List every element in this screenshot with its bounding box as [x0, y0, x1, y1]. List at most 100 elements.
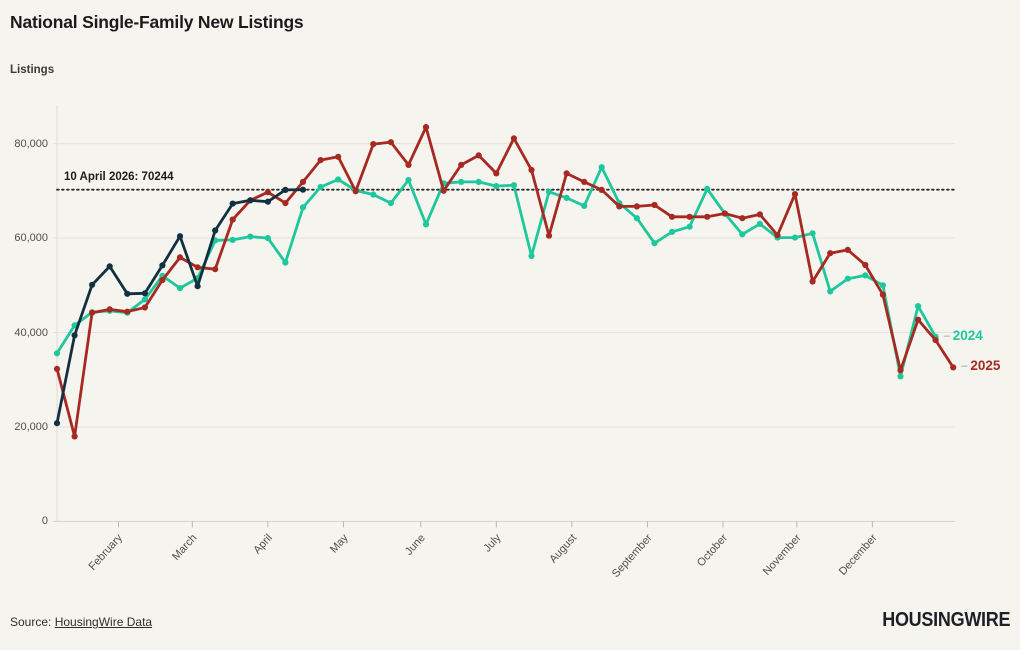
data-point [352, 188, 359, 195]
data-point [264, 189, 271, 196]
data-point [71, 332, 78, 339]
y-tick-label: 40,000 [14, 326, 48, 339]
data-point [247, 197, 254, 204]
data-point [299, 204, 307, 211]
data-point [387, 139, 394, 146]
data-point [827, 250, 834, 257]
data-point [704, 185, 711, 192]
data-point [440, 187, 447, 194]
data-point [862, 272, 869, 279]
series-2024 [53, 164, 939, 380]
data-point [458, 178, 465, 185]
data-point [545, 188, 553, 195]
data-point [686, 213, 693, 220]
data-point [827, 288, 834, 295]
data-point [528, 166, 535, 174]
source-link[interactable]: HousingWire Data [54, 615, 153, 629]
data-point [686, 223, 693, 230]
data-point [563, 170, 570, 177]
data-point [335, 176, 342, 183]
data-point [563, 194, 570, 201]
data-point [176, 233, 184, 240]
data-point [106, 306, 113, 313]
data-point [176, 254, 184, 261]
housingwire-logo: HOUSINGWIRE [881, 609, 1010, 631]
data-point [229, 216, 236, 223]
annotation-label: 10 April 2026: 70244 [64, 171, 174, 183]
data-point [932, 337, 939, 344]
data-point [264, 235, 271, 242]
data-point [756, 220, 764, 227]
y-tick-label: 80,000 [14, 137, 48, 150]
data-point [809, 278, 816, 285]
data-point [141, 290, 148, 297]
data-point [141, 296, 148, 303]
data-point [809, 230, 816, 237]
data-point [844, 275, 851, 282]
data-point [791, 191, 799, 198]
y-tick-label: 20,000 [14, 420, 48, 433]
legend-dash: – [943, 329, 950, 342]
data-point [510, 182, 517, 189]
data-point [475, 152, 482, 159]
data-point [89, 281, 96, 288]
data-point [405, 161, 412, 168]
data-point [651, 240, 658, 247]
data-point [879, 291, 887, 298]
data-point [791, 234, 799, 241]
gridlines [53, 143, 955, 522]
data-point [141, 304, 148, 311]
page-title: National Single-Family New Listings [10, 12, 304, 32]
data-point [545, 232, 553, 239]
source-line: Source: HousingWire Data [10, 615, 152, 629]
y-tick-label: 0 [41, 515, 48, 528]
data-point [862, 261, 869, 269]
legend-label-2024: 2024 [952, 327, 983, 343]
data-point [264, 198, 271, 205]
data-point [299, 178, 307, 185]
data-point [581, 178, 588, 185]
legend-dash: – [961, 360, 968, 373]
data-point [194, 264, 201, 271]
data-point [739, 231, 746, 238]
data-point [53, 350, 61, 357]
data-point [915, 316, 922, 323]
data-point [370, 191, 377, 198]
data-point [528, 252, 535, 260]
data-point [668, 228, 676, 235]
data-point [897, 373, 904, 380]
data-point [229, 200, 236, 207]
legend-item-2025: –2025 [961, 358, 1000, 373]
month-ticks [118, 521, 873, 528]
data-point [212, 266, 219, 273]
data-point [739, 215, 746, 222]
data-point [124, 290, 131, 297]
data-point [317, 157, 324, 164]
data-point [493, 170, 500, 177]
data-point [317, 183, 324, 191]
data-point [387, 200, 394, 207]
data-point [71, 433, 78, 440]
data-point [598, 186, 605, 193]
series-2026 [53, 186, 307, 427]
data-point [53, 365, 61, 372]
data-point [159, 277, 166, 284]
data-point [247, 233, 254, 240]
data-point [194, 283, 201, 290]
data-point [89, 309, 96, 316]
data-point [212, 227, 219, 234]
data-point [704, 213, 711, 220]
legend-item-2024: –2024 [944, 328, 983, 343]
legend-label-2025: 2025 [970, 358, 1001, 374]
y-tick-label: 60,000 [14, 232, 48, 245]
data-point [475, 178, 482, 185]
data-point [124, 308, 131, 315]
data-point [282, 186, 289, 193]
data-point [756, 211, 764, 218]
data-point [844, 246, 851, 253]
data-point [651, 201, 658, 209]
data-point [370, 141, 377, 148]
data-point [668, 213, 676, 220]
data-point [106, 263, 113, 270]
